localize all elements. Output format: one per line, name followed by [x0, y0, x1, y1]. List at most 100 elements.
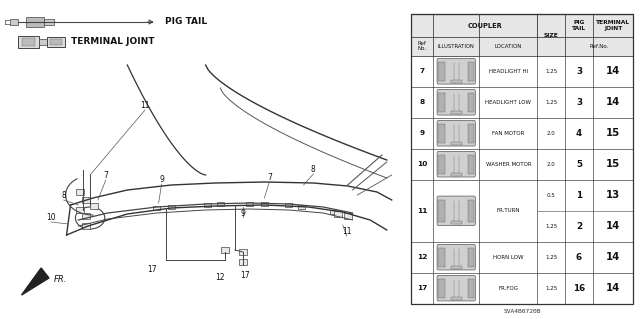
Bar [451, 266, 461, 269]
Bar [438, 200, 445, 222]
Bar [451, 142, 461, 145]
Text: 10: 10 [46, 213, 56, 222]
Text: 7: 7 [419, 68, 424, 74]
Bar [217, 202, 224, 206]
Bar [438, 248, 445, 267]
Text: 2.0: 2.0 [547, 131, 556, 136]
Bar [451, 221, 461, 224]
Bar [47, 37, 65, 47]
Bar [468, 279, 474, 298]
Bar [451, 173, 461, 176]
Text: 9: 9 [159, 175, 164, 184]
Bar [239, 259, 247, 265]
Bar [451, 297, 461, 300]
Text: 14: 14 [606, 252, 620, 262]
Bar [468, 248, 474, 267]
Text: Ref.No.: Ref.No. [589, 44, 609, 49]
Bar [438, 155, 445, 174]
Text: 14: 14 [606, 283, 620, 293]
Text: 14: 14 [606, 97, 620, 107]
Bar [330, 210, 337, 214]
Bar [468, 93, 474, 112]
Text: FR.TURN: FR.TURN [497, 208, 520, 213]
FancyBboxPatch shape [437, 59, 476, 84]
Text: 1.25: 1.25 [545, 69, 557, 74]
Bar [468, 62, 474, 81]
Bar [76, 207, 84, 213]
Bar [334, 211, 342, 217]
Text: 0.5: 0.5 [547, 193, 556, 198]
Text: 17: 17 [147, 265, 157, 275]
Text: 5: 5 [576, 160, 582, 169]
Text: 1.25: 1.25 [545, 224, 557, 229]
Text: 15: 15 [606, 128, 620, 138]
Text: 7: 7 [103, 172, 108, 181]
Bar [83, 197, 90, 203]
Text: 8: 8 [419, 99, 425, 105]
Bar [18, 36, 39, 48]
Text: 17: 17 [417, 285, 428, 291]
Text: PIG
TAIL: PIG TAIL [572, 20, 586, 31]
Bar [438, 279, 445, 298]
Text: SIZE: SIZE [544, 33, 559, 38]
Bar [22, 38, 35, 46]
Bar [50, 39, 61, 45]
Text: TERMINAL
JOINT: TERMINAL JOINT [596, 20, 630, 31]
Text: 6: 6 [576, 253, 582, 262]
Text: 1.25: 1.25 [545, 100, 557, 105]
Text: 2: 2 [576, 222, 582, 231]
Text: 16: 16 [573, 284, 585, 293]
Bar [438, 93, 445, 112]
Bar [451, 80, 461, 83]
Text: 11: 11 [342, 227, 351, 236]
Text: 3: 3 [576, 67, 582, 76]
Bar [83, 213, 90, 219]
Bar [438, 124, 445, 143]
Bar [298, 204, 305, 210]
Text: 8: 8 [311, 166, 316, 174]
Text: HEADLIGHT LOW: HEADLIGHT LOW [485, 100, 531, 105]
Text: 4: 4 [576, 129, 582, 138]
Text: 3: 3 [576, 98, 582, 107]
Text: 13: 13 [606, 190, 620, 200]
Bar [44, 19, 54, 25]
Text: 7: 7 [267, 174, 272, 182]
Bar [468, 124, 474, 143]
Bar [168, 204, 175, 210]
Bar [204, 203, 211, 207]
Bar [438, 62, 445, 81]
Polygon shape [22, 268, 49, 295]
Text: FAN MOTOR: FAN MOTOR [492, 131, 525, 136]
Text: LOCATION: LOCATION [495, 44, 522, 49]
Text: HORN LOW: HORN LOW [493, 255, 524, 260]
Text: TERMINAL JOINT: TERMINAL JOINT [70, 38, 154, 47]
Bar [239, 249, 247, 255]
Bar [285, 203, 292, 207]
Bar [261, 202, 268, 206]
Bar [153, 205, 160, 211]
Text: 9: 9 [419, 130, 424, 136]
Text: ILLUSTRATION: ILLUSTRATION [438, 44, 475, 49]
Text: 10: 10 [417, 161, 428, 167]
Bar [26, 17, 44, 27]
Text: FR.FOG: FR.FOG [499, 286, 518, 291]
FancyBboxPatch shape [437, 121, 476, 146]
Text: 11: 11 [140, 100, 150, 109]
Bar [90, 203, 98, 209]
Text: HEADLIGHT HI: HEADLIGHT HI [489, 69, 528, 74]
Text: 9: 9 [241, 209, 245, 218]
Text: 12: 12 [417, 254, 428, 260]
Text: 1.25: 1.25 [545, 255, 557, 260]
Bar [76, 189, 84, 195]
Bar [451, 111, 461, 114]
Text: Ref
No.: Ref No. [417, 41, 427, 51]
Text: 8: 8 [61, 191, 66, 201]
Bar [10, 19, 18, 25]
Text: 1.25: 1.25 [545, 286, 557, 291]
Text: 14: 14 [606, 66, 620, 76]
Text: COUPLER: COUPLER [468, 23, 502, 28]
Text: 14: 14 [606, 221, 620, 231]
Bar [468, 200, 474, 222]
Text: 1: 1 [576, 191, 582, 200]
Text: FR.: FR. [54, 275, 67, 284]
